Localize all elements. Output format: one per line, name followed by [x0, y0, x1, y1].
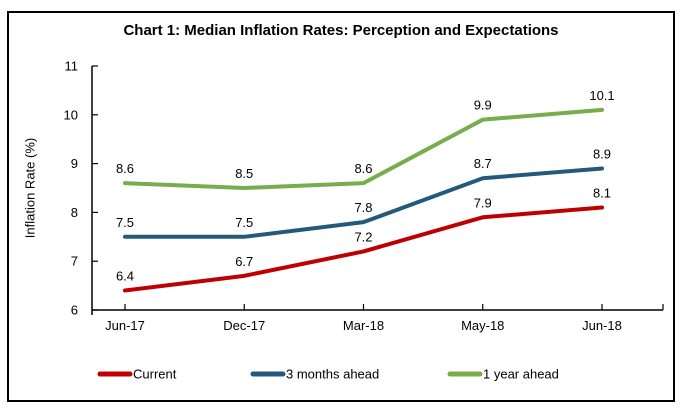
- data-label-3-months-ahead: 7.5: [235, 215, 253, 230]
- data-label-1-year-ahead: 8.5: [235, 166, 253, 181]
- data-label-1-year-ahead: 10.1: [589, 88, 614, 103]
- legend-item-1-year-ahead: 1 year ahead: [447, 367, 559, 382]
- data-label-1-year-ahead: 8.6: [354, 161, 372, 176]
- legend-item-current: Current: [97, 367, 177, 382]
- series-line-current: [123, 205, 604, 293]
- x-tick-label: May-18: [461, 318, 504, 333]
- y-tick-label: 9: [71, 156, 78, 171]
- data-label-3-months-ahead: 8.7: [474, 156, 492, 171]
- y-tick-label: 7: [71, 254, 78, 269]
- data-label-current: 7.9: [474, 195, 492, 210]
- data-label-3-months-ahead: 7.5: [116, 215, 134, 230]
- data-label-1-year-ahead: 9.9: [474, 98, 492, 113]
- x-tick-label: Dec-17: [223, 318, 265, 333]
- chart-title: Chart 1: Median Inflation Rates: Percept…: [123, 22, 559, 39]
- data-label-current: 6.4: [116, 268, 134, 283]
- data-label-current: 7.2: [354, 229, 372, 244]
- y-tick-label: 8: [71, 205, 78, 220]
- x-tick-label: Jun-18: [582, 318, 622, 333]
- data-label-current: 8.1: [593, 186, 611, 201]
- y-tick-label: 11: [65, 59, 79, 74]
- x-tick-label: Jun-17: [105, 318, 145, 333]
- y-tick-label: 6: [71, 303, 78, 318]
- x-tick-label: Mar-18: [343, 318, 384, 333]
- data-label-current: 6.7: [235, 254, 253, 269]
- figure-border: [7, 11, 675, 402]
- data-label-3-months-ahead: 7.8: [354, 200, 372, 215]
- series-line-1-year-ahead: [123, 107, 604, 190]
- legend-label-1-year-ahead: 1 year ahead: [483, 367, 559, 382]
- legend: Current 3 months ahead 1 year ahead: [97, 367, 559, 382]
- legend-label-current: Current: [133, 367, 177, 382]
- legend-item-3-months-ahead: 3 months ahead: [250, 367, 379, 382]
- data-label-3-months-ahead: 8.9: [593, 146, 611, 161]
- series-line-3-months-ahead: [123, 166, 604, 239]
- legend-label-3-months-ahead: 3 months ahead: [286, 367, 379, 382]
- y-tick-label: 10: [64, 107, 78, 122]
- data-label-1-year-ahead: 8.6: [116, 161, 134, 176]
